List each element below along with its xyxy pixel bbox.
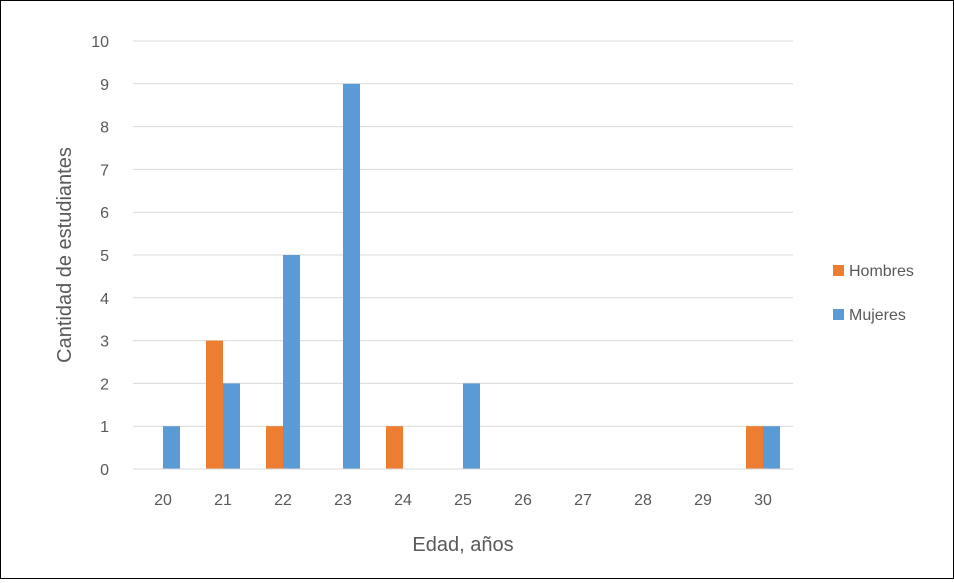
bar-mujeres-22 (283, 255, 300, 469)
x-tick-label: 26 (514, 492, 532, 509)
legend-label-mujeres: Mujeres (849, 307, 906, 324)
y-tick-label: 1 (100, 419, 109, 436)
bars (163, 83, 780, 470)
y-tick-label: 2 (100, 376, 109, 393)
x-tick-label: 23 (334, 492, 352, 509)
bar-hombres-30 (746, 426, 763, 469)
y-tick-label: 0 (100, 462, 109, 479)
y-tick-label: 6 (100, 205, 109, 222)
y-tick-label: 7 (100, 162, 109, 179)
x-tick-label: 20 (154, 492, 172, 509)
bar-mujeres-20 (163, 426, 180, 469)
x-tick-label: 24 (394, 492, 412, 509)
y-tick-label: 3 (100, 334, 109, 351)
legend-swatch-mujeres (833, 309, 844, 320)
x-axis-label: Edad, años (412, 534, 513, 556)
x-tick-label: 21 (214, 492, 232, 509)
x-tick-label: 27 (574, 492, 592, 509)
bar-mujeres-30 (763, 426, 780, 469)
x-tick-label: 22 (274, 492, 292, 509)
y-tick-label: 9 (100, 77, 109, 94)
y-tick-label: 5 (100, 248, 109, 265)
x-axis-tick-labels: 20 21 22 23 24 25 26 27 28 29 30 (154, 492, 772, 509)
bar-hombres-24 (386, 426, 403, 469)
x-tick-label: 29 (694, 492, 712, 509)
x-tick-label: 28 (634, 492, 652, 509)
x-tick-label: 25 (454, 492, 472, 509)
legend-swatch-hombres (833, 265, 844, 276)
y-axis-label: Cantidad de estudiantes (54, 147, 76, 363)
legend-label-hombres: Hombres (849, 263, 914, 280)
bar-mujeres-25 (463, 383, 480, 469)
gridlines (133, 40, 793, 427)
bar-hombres-22 (266, 426, 283, 469)
x-tick-label: 30 (754, 492, 772, 509)
y-axis-tick-labels: 0 1 2 3 4 5 6 7 8 9 10 (91, 34, 109, 479)
legend: Hombres Mujeres (833, 263, 914, 324)
y-tick-label: 10 (91, 34, 109, 51)
bar-mujeres-21 (223, 383, 240, 469)
y-tick-label: 8 (100, 120, 109, 137)
y-tick-label: 4 (100, 291, 109, 308)
bar-hombres-21 (206, 340, 223, 469)
bar-mujeres-23 (343, 83, 360, 470)
